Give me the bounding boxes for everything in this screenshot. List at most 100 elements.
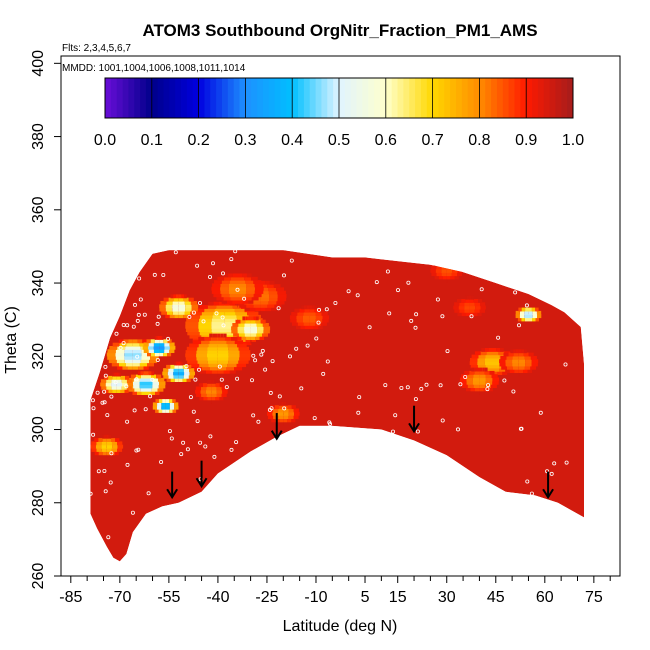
arrow-markers bbox=[166, 405, 554, 500]
heatmap-patch bbox=[515, 307, 542, 325]
x-tick-label: 30 bbox=[438, 589, 456, 606]
colorbar-swatch bbox=[485, 78, 492, 118]
down-arrow-icon bbox=[166, 471, 178, 500]
colorbar-swatch bbox=[426, 78, 433, 118]
sample-point bbox=[220, 271, 225, 276]
colorbar-swatch bbox=[391, 78, 398, 118]
sample-point bbox=[102, 400, 107, 405]
sample-point bbox=[251, 413, 256, 418]
colorbar-swatch bbox=[110, 78, 118, 118]
sample-point bbox=[224, 385, 229, 390]
colorbar-swatch bbox=[409, 78, 416, 118]
colorbar-swatch bbox=[239, 78, 246, 118]
heatmap-patch bbox=[90, 434, 124, 459]
sample-point bbox=[201, 319, 206, 324]
sample-point bbox=[502, 378, 507, 383]
colorbar-swatch bbox=[456, 78, 463, 118]
sample-point bbox=[132, 408, 137, 413]
sample-point bbox=[88, 491, 93, 496]
sample-point bbox=[156, 314, 161, 319]
sample-point bbox=[333, 300, 338, 305]
sample-point bbox=[424, 382, 429, 387]
sample-point bbox=[316, 320, 321, 325]
sample-point bbox=[414, 312, 419, 317]
sample-point bbox=[405, 385, 410, 390]
sample-point bbox=[282, 406, 287, 411]
sample-point bbox=[210, 261, 215, 266]
sample-point bbox=[152, 272, 157, 277]
sample-point bbox=[159, 459, 164, 464]
colorbar-swatch bbox=[514, 78, 521, 118]
sample-point bbox=[242, 296, 247, 301]
sample-point bbox=[367, 325, 372, 330]
colorbar-swatch bbox=[233, 78, 240, 118]
sample-point bbox=[294, 346, 299, 351]
sample-point bbox=[524, 303, 529, 308]
colorbar-swatch bbox=[268, 78, 276, 118]
colorbar-swatch bbox=[444, 78, 451, 118]
colorbar-swatch bbox=[192, 78, 199, 118]
sample-point bbox=[136, 447, 141, 452]
sample-point bbox=[137, 276, 142, 281]
y-tick-label: 360 bbox=[30, 196, 47, 223]
sample-point bbox=[118, 345, 123, 350]
sample-point bbox=[383, 383, 388, 388]
sample-point bbox=[106, 535, 111, 540]
colorbar-swatch bbox=[385, 78, 393, 118]
sample-point bbox=[253, 358, 258, 363]
sample-point bbox=[385, 269, 390, 274]
colorbar-swatch bbox=[467, 78, 474, 118]
sample-point bbox=[143, 407, 148, 412]
sample-point bbox=[324, 307, 329, 312]
sample-point bbox=[208, 434, 213, 439]
sample-point bbox=[90, 398, 95, 403]
heatmap-field bbox=[90, 250, 585, 562]
colorbar-swatch bbox=[204, 78, 211, 118]
colorbar-swatch bbox=[134, 78, 141, 118]
x-axis: -85 -70 -55 -40 -25 -10 5 15 30 45 60 75 bbox=[59, 576, 611, 606]
x-tick-label: 15 bbox=[389, 589, 407, 606]
sample-point bbox=[409, 318, 414, 323]
heatmap-patch bbox=[159, 294, 199, 322]
colorbar-tick-label: 0.7 bbox=[421, 132, 443, 149]
x-axis-label: Latitude (deg N) bbox=[283, 618, 398, 635]
sample-point bbox=[455, 427, 460, 432]
x-tick-label: 45 bbox=[487, 589, 505, 606]
colorbar-swatch bbox=[315, 78, 322, 118]
sample-point bbox=[234, 440, 239, 445]
colorbar-swatch bbox=[403, 78, 410, 118]
colorbar-swatch bbox=[222, 78, 229, 118]
colorbar-swatch bbox=[339, 78, 346, 118]
colorbar-tick-label: 0.9 bbox=[515, 132, 537, 149]
colorbar-swatch bbox=[292, 78, 299, 118]
sample-point bbox=[235, 287, 240, 292]
sample-point bbox=[486, 383, 491, 388]
sample-point bbox=[419, 386, 424, 391]
colorbar-swatch bbox=[186, 78, 194, 118]
down-arrow-icon bbox=[408, 405, 420, 434]
sample-point bbox=[195, 263, 200, 268]
sample-point bbox=[134, 377, 139, 382]
heatmap-patch bbox=[231, 316, 271, 344]
colorbar-swatch bbox=[496, 78, 504, 118]
colorbar-swatch bbox=[555, 78, 562, 118]
sample-point bbox=[167, 429, 172, 434]
colorbar-swatch bbox=[362, 78, 369, 118]
sample-point bbox=[399, 385, 404, 390]
sample-point bbox=[440, 314, 445, 319]
sample-point bbox=[249, 378, 254, 383]
colorbar-swatch bbox=[344, 78, 352, 118]
sample-point bbox=[179, 452, 184, 457]
colorbar-swatch bbox=[438, 78, 445, 118]
sample-point bbox=[312, 416, 317, 421]
colorbar-swatch bbox=[520, 78, 527, 118]
sample-point bbox=[124, 384, 129, 389]
colorbar-swatch bbox=[210, 78, 217, 118]
x-tick-label: -25 bbox=[255, 589, 278, 606]
colorbar-swatch bbox=[122, 78, 129, 118]
colorbar-tick-label: 1.0 bbox=[562, 132, 584, 149]
sample-point bbox=[445, 349, 450, 354]
y-tick-label: 280 bbox=[30, 489, 47, 516]
sample-point bbox=[214, 311, 219, 316]
